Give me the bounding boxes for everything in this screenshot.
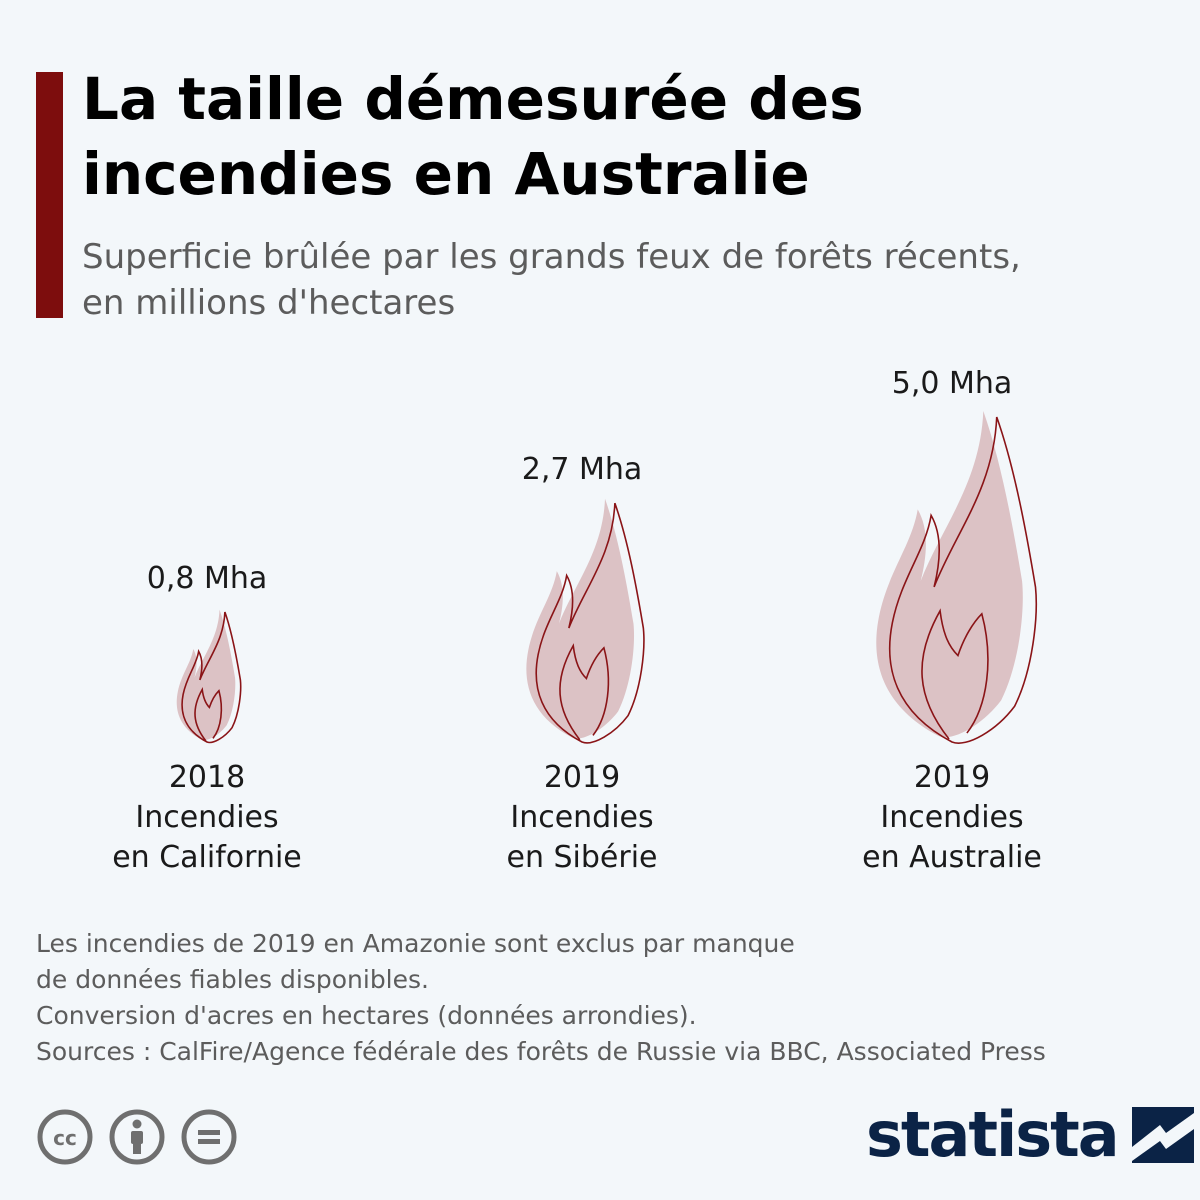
brand-name: statista bbox=[866, 1098, 1120, 1171]
flame-inner-outline bbox=[194, 687, 223, 742]
subtitle-line-2: en millions d'hectares bbox=[82, 283, 456, 323]
cc-icon: cc bbox=[37, 1109, 93, 1165]
flame-outline bbox=[889, 416, 1038, 744]
category-year-label: 2018 bbox=[169, 760, 245, 795]
accent-bar bbox=[36, 72, 63, 318]
category-label: Incendies bbox=[135, 800, 278, 835]
value-label: 2,7 Mha bbox=[522, 452, 643, 487]
flame-inner-outline bbox=[559, 643, 610, 741]
category-year-label: 2019 bbox=[544, 760, 620, 795]
category-label: Incendies bbox=[510, 800, 653, 835]
statista-logo-icon bbox=[1131, 1106, 1194, 1163]
statista-brand: statista bbox=[866, 1098, 1194, 1171]
flame-chart: 0,8 Mha 2018 Incendies en Californie 2,7 Mha… bbox=[112, 366, 1042, 875]
flame-inner-outline bbox=[921, 608, 989, 740]
note-line-2: de données fiables disponibles. bbox=[36, 965, 429, 994]
note-line-3: Conversion d'acres en hectares (données … bbox=[36, 1001, 697, 1030]
value-label: 5,0 Mha bbox=[892, 366, 1013, 401]
flame-fill bbox=[876, 411, 1023, 738]
flame-outline bbox=[535, 502, 645, 744]
flame-mark bbox=[176, 609, 242, 744]
category-label: en Californie bbox=[112, 840, 302, 875]
note-line-1: Les incendies de 2019 en Amazonie sont e… bbox=[36, 929, 795, 958]
note-line-4: Sources : CalFire/Agence fédérale des fo… bbox=[36, 1037, 1046, 1066]
title-line-2: incendies en Australie bbox=[82, 140, 810, 208]
no-derivatives-icon bbox=[181, 1109, 237, 1165]
flame-fill bbox=[526, 498, 635, 739]
page-subtitle: Superficie brûlée par les grands feux de… bbox=[82, 234, 1172, 326]
subtitle-line-1: Superficie brûlée par les grands feux de… bbox=[82, 237, 1021, 277]
flame-outline bbox=[181, 611, 242, 744]
flame-mark bbox=[876, 411, 1038, 744]
footnotes: Les incendies de 2019 en Amazonie sont e… bbox=[36, 926, 1176, 1070]
attribution-icon bbox=[109, 1109, 165, 1165]
category-label: en Sibérie bbox=[506, 840, 657, 875]
flame-mark bbox=[526, 498, 645, 744]
title-line-1: La taille démesurée des bbox=[82, 65, 864, 133]
category-label: en Australie bbox=[862, 840, 1042, 875]
category-year-label: 2019 bbox=[914, 760, 990, 795]
svg-text:cc: cc bbox=[53, 1126, 77, 1150]
page-title: La taille démesurée des incendies en Aus… bbox=[82, 62, 1162, 212]
value-label: 0,8 Mha bbox=[147, 561, 268, 596]
category-label: Incendies bbox=[880, 800, 1023, 835]
